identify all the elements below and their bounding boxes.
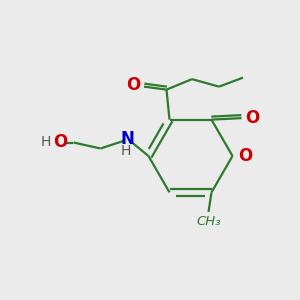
Text: O: O [53,133,68,151]
Text: O: O [245,109,260,127]
Text: O: O [238,147,252,165]
Text: H: H [40,135,51,148]
Text: CH₃: CH₃ [196,215,221,228]
Text: H: H [121,144,131,158]
Text: N: N [121,130,134,148]
Text: O: O [126,76,140,94]
